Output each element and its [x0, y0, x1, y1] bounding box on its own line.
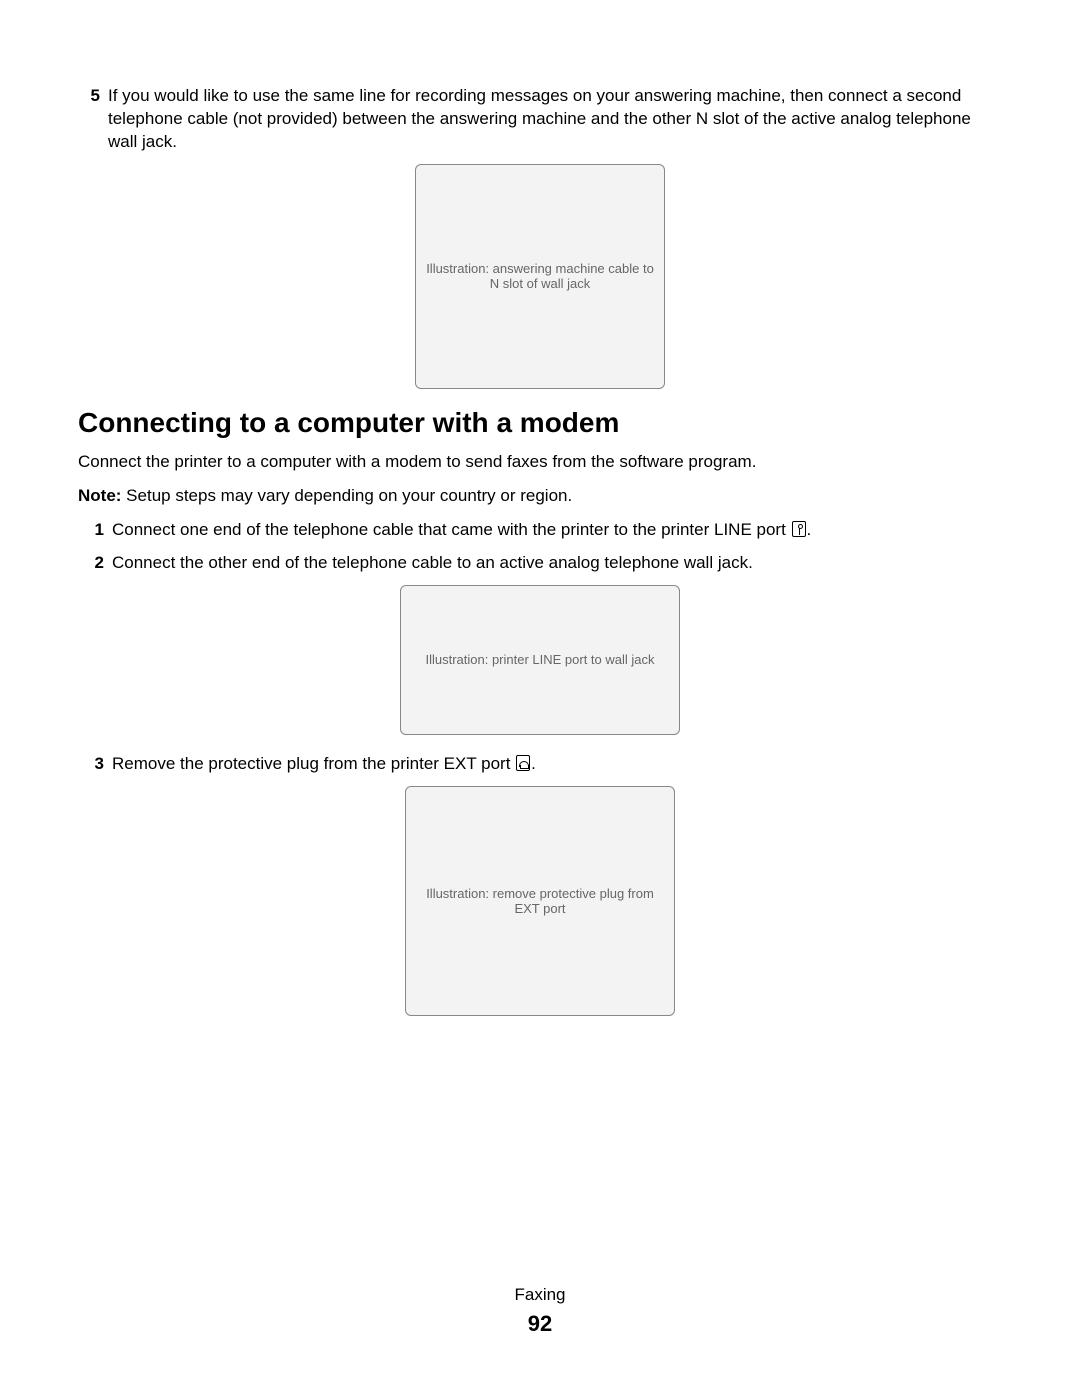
note-label: Note: [78, 486, 121, 505]
note-paragraph: Note: Setup steps may vary depending on … [78, 485, 1002, 507]
section-heading: Connecting to a computer with a modem [78, 407, 1002, 439]
intro-paragraph: Connect the printer to a computer with a… [78, 451, 1002, 473]
step-3-pre: Remove the protective plug from the prin… [112, 754, 515, 773]
step-3-post: . [531, 754, 536, 773]
page-content: 5 If you would like to use the same line… [0, 0, 1080, 1397]
page-footer: Faxing 92 [0, 1285, 1080, 1337]
step-3-number: 3 [78, 753, 104, 776]
ext-port-icon [516, 755, 530, 771]
step-5-number: 5 [78, 85, 100, 154]
step-3: 3 Remove the protective plug from the pr… [78, 753, 1002, 776]
step-1-text: Connect one end of the telephone cable t… [112, 519, 1002, 542]
step-5: 5 If you would like to use the same line… [78, 85, 1002, 154]
step-2-text: Connect the other end of the telephone c… [112, 552, 1002, 575]
steps-list-2: 3 Remove the protective plug from the pr… [78, 753, 1002, 776]
footer-section: Faxing [0, 1285, 1080, 1305]
step-1-post: . [807, 520, 812, 539]
figure-2-wrap: Illustration: printer LINE port to wall … [78, 585, 1002, 735]
step-1: 1 Connect one end of the telephone cable… [78, 519, 1002, 542]
footer-page-number: 92 [0, 1311, 1080, 1337]
steps-list: 1 Connect one end of the telephone cable… [78, 519, 1002, 575]
figure-1: Illustration: answering machine cable to… [415, 164, 665, 389]
step-2: 2 Connect the other end of the telephone… [78, 552, 1002, 575]
step-2-number: 2 [78, 552, 104, 575]
step-5-text: If you would like to use the same line f… [108, 85, 1002, 154]
note-text: Setup steps may vary depending on your c… [121, 486, 572, 505]
line-port-icon [792, 521, 806, 537]
step-1-pre: Connect one end of the telephone cable t… [112, 520, 791, 539]
figure-2: Illustration: printer LINE port to wall … [400, 585, 680, 735]
figure-3: Illustration: remove protective plug fro… [405, 786, 675, 1016]
figure-1-wrap: Illustration: answering machine cable to… [78, 164, 1002, 389]
figure-3-wrap: Illustration: remove protective plug fro… [78, 786, 1002, 1016]
step-3-text: Remove the protective plug from the prin… [112, 753, 1002, 776]
step-1-number: 1 [78, 519, 104, 542]
